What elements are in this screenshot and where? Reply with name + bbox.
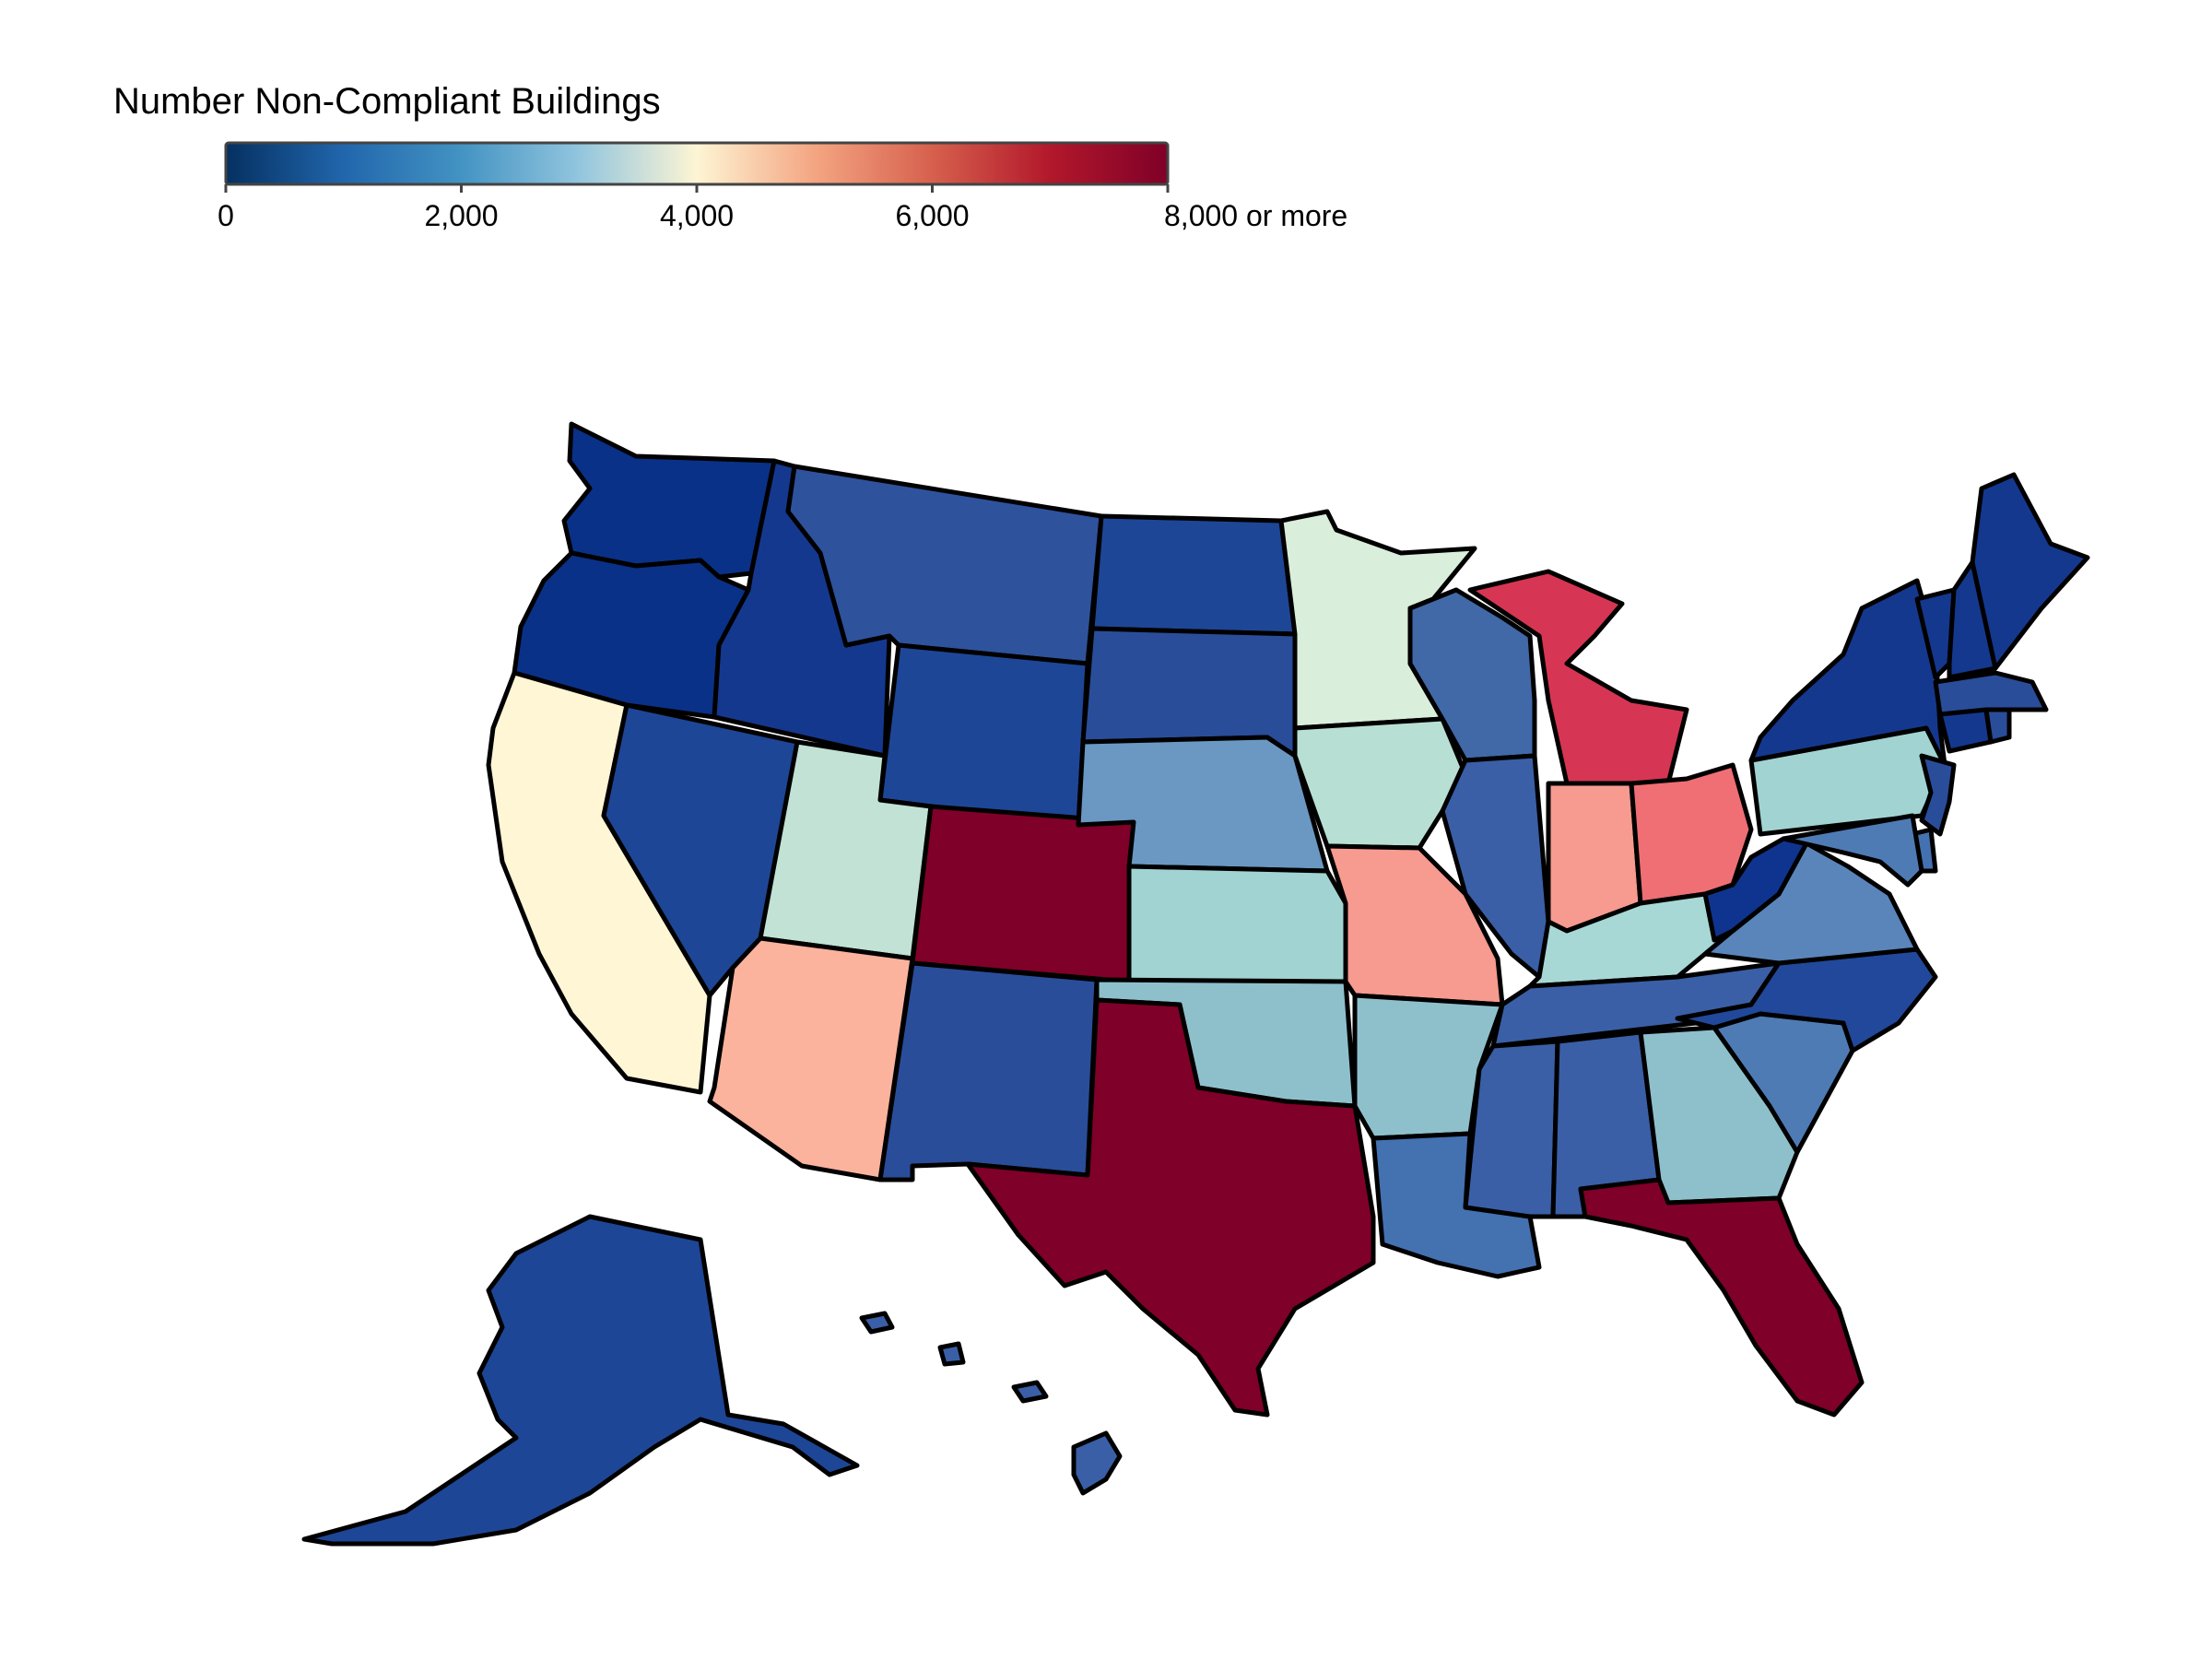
legend-colorbar [224, 141, 1170, 186]
state-ND [1089, 513, 1298, 637]
state-NH [1947, 559, 1998, 680]
state-MI [1467, 569, 1689, 786]
state-MS [1463, 1039, 1560, 1219]
states-layer [301, 421, 2090, 1547]
state-IL [1440, 753, 1551, 980]
state-HI-maui [1011, 1380, 1049, 1404]
state-RI [1983, 707, 2012, 745]
state-AK [301, 1214, 860, 1547]
state-WY [877, 642, 1090, 828]
state-HI-oahu [937, 1341, 966, 1367]
state-ME [1970, 472, 2090, 671]
legend-tick-label: 8,000 or more [1164, 199, 1347, 232]
state-AZ [707, 935, 915, 1182]
state-NJ [1919, 753, 1957, 837]
legend-ticks: 0 2,000 4,000 6,000 8,000 or more [218, 184, 1347, 232]
state-WI [1407, 587, 1537, 763]
state-WA [561, 421, 777, 580]
legend-tick-label: 6,000 [895, 199, 969, 232]
legend-title: Number Non-Compliant Buildings [113, 81, 661, 122]
legend-tick-label: 2,000 [424, 199, 498, 232]
state-IA [1292, 716, 1468, 851]
state-NM [877, 960, 1100, 1182]
state-HI [1071, 1430, 1123, 1496]
state-MD [1781, 813, 1924, 888]
legend: Number Non-Compliant Buildings 0 2,000 4,0… [113, 81, 1347, 232]
state-CT [1937, 707, 1994, 754]
legend-tick-label: 4,000 [660, 199, 734, 232]
state-CO [910, 804, 1136, 984]
state-TX [965, 997, 1376, 1418]
state-KS [1126, 864, 1348, 984]
state-FL [1578, 1177, 1865, 1418]
legend-tick-label: 0 [218, 199, 234, 232]
state-HI-kauai [859, 1311, 895, 1335]
state-NC [1675, 947, 1938, 1053]
